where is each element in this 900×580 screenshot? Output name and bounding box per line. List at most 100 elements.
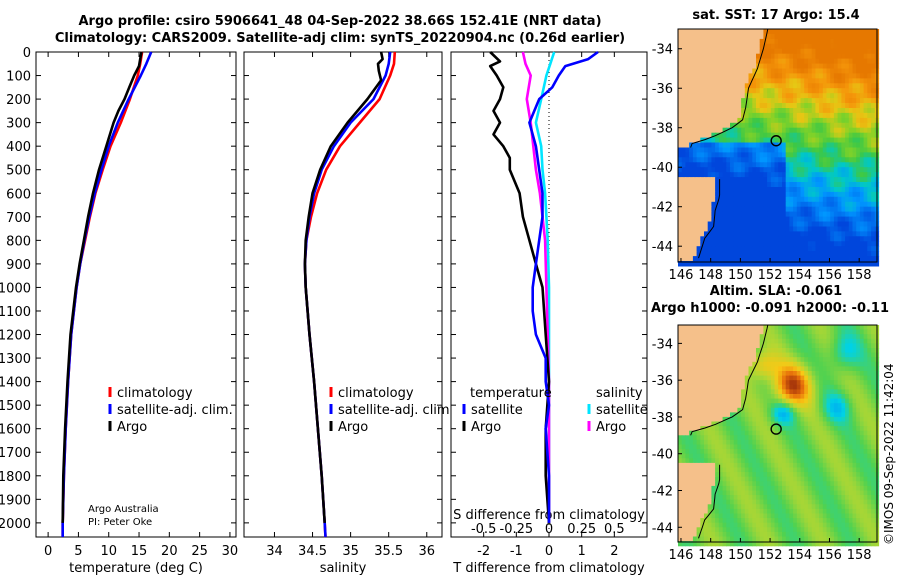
map-cell [845, 430, 850, 436]
map-cell [737, 162, 742, 168]
map-cell [678, 430, 683, 436]
map-cell [789, 206, 794, 213]
map-cell [704, 348, 709, 354]
map-cell [711, 73, 716, 79]
map-cell [778, 467, 783, 473]
map-cell [689, 261, 694, 267]
map-cell [845, 221, 850, 227]
map-cell [692, 196, 698, 203]
map-cell [811, 338, 816, 344]
map-cell [807, 117, 813, 124]
map-cell [807, 334, 813, 340]
map-cell [756, 462, 761, 469]
map-cell [830, 449, 835, 455]
map-cell [819, 108, 824, 114]
map-cell [778, 172, 783, 178]
map-cell [782, 33, 787, 40]
map-cell [767, 361, 772, 367]
map-cell [830, 58, 835, 65]
map-cell [815, 348, 820, 354]
map-cell [826, 453, 831, 459]
map-cell [826, 352, 831, 358]
map-cell [759, 29, 764, 35]
map-cell [756, 206, 761, 213]
map-cell [748, 357, 753, 363]
map-cell [796, 412, 802, 418]
map-cell [822, 231, 828, 237]
map-cell [793, 352, 798, 358]
map-cell [752, 187, 757, 193]
map-cell [692, 251, 698, 257]
map-cell [759, 38, 764, 45]
map-cell [830, 132, 835, 139]
map-cell [741, 384, 746, 390]
map-cell [763, 384, 768, 390]
map-cell [804, 157, 809, 163]
map-cell [804, 127, 809, 134]
map-cell [782, 167, 787, 173]
map-cell [730, 412, 735, 418]
map-cell [685, 122, 690, 129]
map-cell [789, 495, 794, 501]
map-cell [774, 73, 779, 79]
map-cell [689, 117, 694, 124]
map-cell [863, 196, 868, 203]
map-cell [800, 495, 805, 501]
map-cell [689, 416, 694, 423]
map-cell [704, 187, 709, 193]
map-cell [696, 476, 701, 482]
map-cell [770, 380, 776, 386]
map-cell [785, 430, 790, 436]
map-cell [726, 142, 731, 148]
map-cell [752, 68, 757, 74]
map-cell [819, 334, 824, 340]
map-cell [730, 78, 735, 84]
map-cell [822, 416, 828, 423]
map-cell [789, 426, 794, 432]
map-cell [722, 384, 727, 390]
map-cell [685, 78, 690, 84]
map-cell [722, 476, 727, 482]
map-cell [819, 191, 824, 198]
map-cell [807, 352, 813, 358]
map-cell [782, 73, 787, 79]
map-cell [848, 68, 854, 74]
map-cell [730, 103, 735, 109]
map-cell [696, 117, 701, 124]
map-cell [811, 453, 816, 459]
map-cell [830, 407, 835, 413]
map-cell [782, 485, 787, 492]
map-cell [700, 78, 705, 84]
map-cell [752, 58, 757, 65]
map-cell [852, 444, 857, 450]
map-cell [759, 444, 764, 450]
map-cell [685, 426, 690, 432]
map-cell [852, 147, 857, 153]
map-cell [837, 147, 842, 153]
map-cell [867, 191, 872, 198]
map-cell [826, 162, 831, 168]
map-cell [815, 187, 820, 193]
map-cell [800, 58, 805, 65]
map-cell [737, 73, 742, 79]
map-cell [845, 187, 850, 193]
map-cell [815, 416, 820, 423]
map-cell [767, 137, 772, 144]
map-cell [763, 211, 768, 218]
map-cell [789, 162, 794, 168]
map-cell [859, 462, 865, 469]
map-cell [741, 38, 746, 45]
map-cell [733, 221, 738, 227]
map-cell [692, 325, 698, 331]
map-cell [848, 394, 854, 400]
map-cell [830, 147, 835, 153]
map-cell [730, 485, 735, 492]
map-cell [678, 226, 683, 232]
map-cell [767, 384, 772, 390]
map-cell [715, 236, 720, 242]
map-cell [726, 226, 731, 232]
map-cell [807, 211, 813, 218]
map-cell [748, 236, 753, 242]
map-cell [685, 137, 690, 144]
map-cell [770, 211, 776, 218]
